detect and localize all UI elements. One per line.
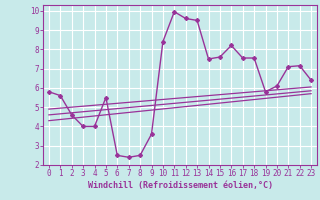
X-axis label: Windchill (Refroidissement éolien,°C): Windchill (Refroidissement éolien,°C): [87, 181, 273, 190]
